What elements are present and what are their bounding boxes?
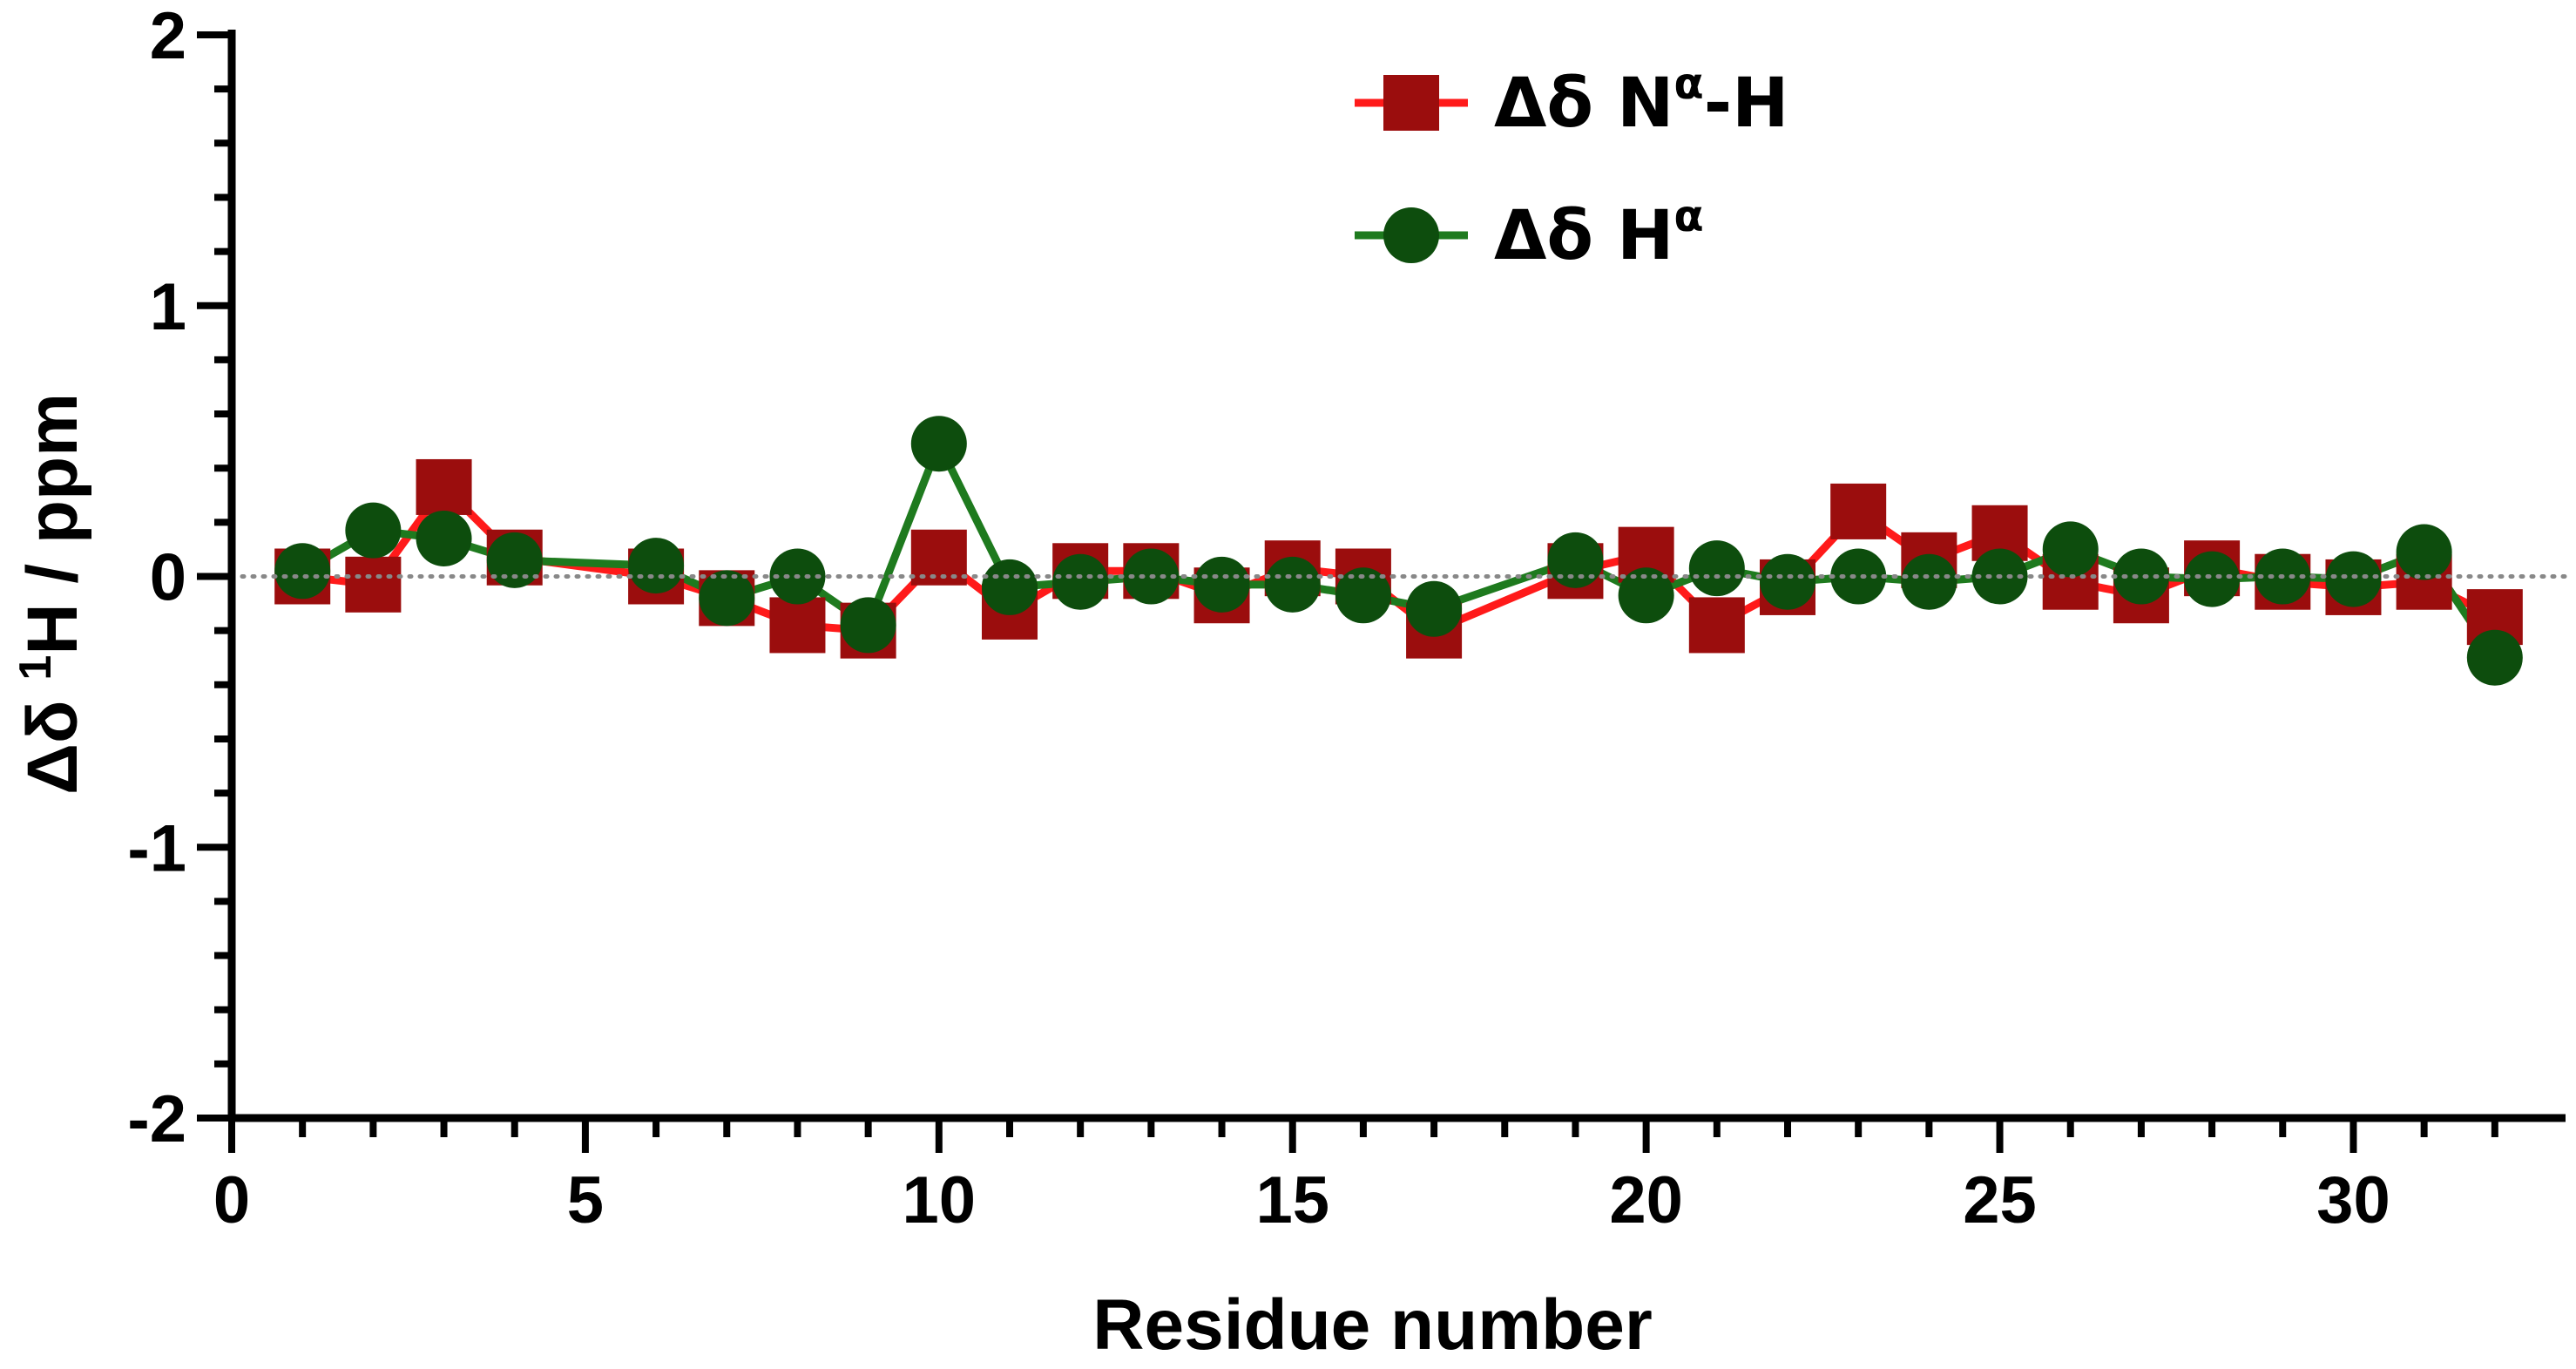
legend-marker-1 [1383,75,1439,131]
series-2-point [1901,553,1957,610]
x-tick-label: 0 [213,1163,250,1237]
x-tick-label: 5 [567,1163,604,1237]
series-2-point [2466,629,2523,686]
series-2-point [699,570,755,627]
x-axis-title: Residue number [1092,1285,1652,1365]
series-2-point [2184,551,2241,607]
x-tick-label: 10 [903,1163,977,1237]
x-tick-label: 25 [1963,1163,2037,1237]
x-tick-label: 15 [1255,1163,1329,1237]
series-1-point [1830,483,1887,539]
series-2-point [1052,553,1109,610]
series-2-point [1618,567,1674,624]
y-tick-label: -1 [127,811,186,885]
series-2-point [345,502,402,559]
y-tick-label: -2 [127,1082,186,1156]
legend-marker-2 [1383,207,1439,263]
series-2-point [628,538,685,594]
y-tick-label: 2 [150,0,186,73]
y-axis-title: Δδ 1H / ppm [10,393,92,795]
series-1-point [910,529,967,586]
legend-label-2: Δδ Hα [1494,191,1704,275]
series-2-point [1760,553,1815,610]
series-2-point [982,559,1038,615]
series-2-point [1547,532,1604,588]
series-2-point [486,532,543,588]
series-2-point [1688,540,1745,597]
series-1-point [769,597,826,654]
series-2-point [1830,548,1887,605]
series-2-point [1193,556,1250,613]
legend-label-1: Δδ Nα-H [1494,58,1788,143]
series-2-point [1335,567,1391,624]
series-2-point [910,416,967,472]
y-tick-label: 1 [150,270,186,344]
x-tick-label: 30 [2316,1163,2390,1237]
series-2-point [2042,521,2099,578]
series-2-point [2325,551,2382,607]
series-1-point [416,458,472,515]
series-2-point [2113,548,2169,605]
series-2-point [2396,524,2452,580]
series-1-point [1688,597,1745,654]
series-1-point [345,556,402,613]
series-2-point [840,597,896,654]
series-2-point [416,510,472,566]
series-2-point [1406,580,1463,637]
series-2-point [1264,556,1321,613]
y-tick-label: 0 [150,541,186,615]
series-2-point [274,543,331,600]
x-tick-label: 20 [1609,1163,1683,1237]
